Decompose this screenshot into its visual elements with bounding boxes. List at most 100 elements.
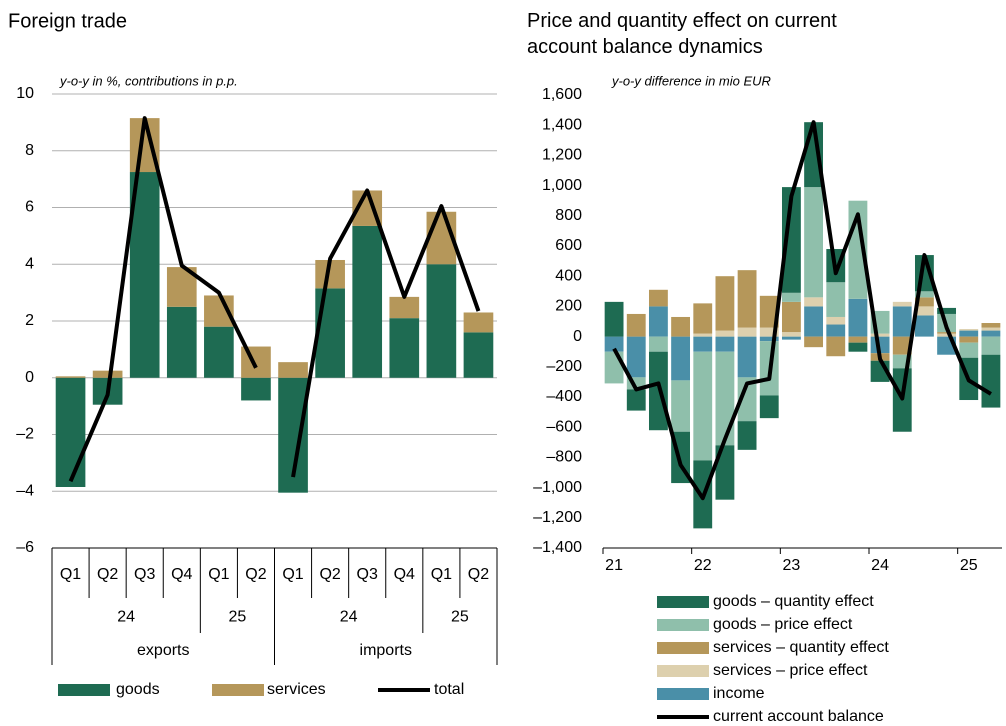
x-category-label: Q1 bbox=[208, 566, 229, 583]
y-tick-label: 6 bbox=[25, 199, 34, 216]
bar-segment bbox=[781, 336, 801, 340]
y-tick-label: –2 bbox=[16, 426, 34, 443]
legend-swatch bbox=[657, 665, 709, 677]
x-category-label: Q2 bbox=[97, 566, 118, 583]
bar-segment bbox=[781, 301, 801, 333]
bar-segment bbox=[937, 332, 957, 334]
bar-segment bbox=[92, 370, 123, 378]
x-category-label: 25 bbox=[451, 609, 469, 626]
legend-swatch bbox=[657, 596, 709, 608]
legend-swatch bbox=[657, 688, 709, 700]
y-tick-label: 1,600 bbox=[542, 86, 582, 103]
chart-title: Foreign trade bbox=[8, 10, 127, 32]
y-tick-label: –1,200 bbox=[533, 509, 582, 526]
bar-segment bbox=[737, 270, 757, 328]
bar-segment bbox=[737, 327, 757, 337]
bar-segment bbox=[759, 336, 779, 342]
bar-segment bbox=[737, 421, 757, 450]
x-tick-label: 21 bbox=[605, 557, 623, 574]
bar-segment bbox=[892, 336, 912, 355]
line bbox=[612, 120, 992, 501]
legend-label: goods – quantity effect bbox=[713, 593, 874, 610]
bar-segment bbox=[981, 330, 1001, 337]
x-category-label: Q4 bbox=[171, 566, 192, 583]
legend-label: income bbox=[713, 685, 765, 702]
legend-label: services bbox=[267, 681, 326, 698]
line bbox=[68, 116, 258, 483]
bar-segment bbox=[959, 336, 979, 343]
y-tick-label: 800 bbox=[555, 207, 582, 224]
chart-subtitle: y-o-y difference in mio EUR bbox=[611, 73, 771, 88]
bar-segment bbox=[693, 303, 713, 334]
x-category-label: 25 bbox=[229, 609, 247, 626]
x-category-label: Q1 bbox=[60, 566, 81, 583]
bar-segment bbox=[737, 336, 757, 378]
bar-segment bbox=[914, 291, 934, 298]
x-category-label: Q2 bbox=[468, 566, 489, 583]
bar-segment bbox=[804, 336, 824, 348]
legend-label: goods – price effect bbox=[713, 616, 853, 633]
bar-segment bbox=[693, 336, 713, 352]
bar-segment bbox=[892, 301, 912, 307]
x-category-label: Q4 bbox=[394, 566, 415, 583]
legend-swatch bbox=[212, 684, 264, 696]
legend-label: current account balance bbox=[713, 708, 884, 725]
x-tick-label: 22 bbox=[694, 557, 712, 574]
bar-segment bbox=[804, 306, 824, 337]
y-tick-label: –1,400 bbox=[533, 539, 582, 556]
y-tick-label: 0 bbox=[573, 328, 582, 345]
y-tick-label: 8 bbox=[25, 142, 34, 159]
bar-segment bbox=[959, 329, 979, 331]
bar-segment bbox=[804, 187, 824, 298]
chart-title: Price and quantity effect on current acco… bbox=[527, 10, 837, 58]
y-tick-label: 1,200 bbox=[542, 147, 582, 164]
bar-segment bbox=[241, 377, 271, 401]
x-category-label: imports bbox=[360, 642, 412, 659]
chart-subtitle: y-o-y in %, contributions in p.p. bbox=[59, 73, 238, 88]
x-category-label: Q1 bbox=[282, 566, 303, 583]
bar-segment bbox=[914, 297, 934, 307]
bar-segment bbox=[937, 333, 957, 337]
x-category-label: Q1 bbox=[431, 566, 452, 583]
x-category-label: 24 bbox=[117, 609, 135, 626]
line bbox=[291, 188, 481, 478]
bar-segment bbox=[315, 288, 345, 378]
bar-segment bbox=[981, 327, 1001, 331]
y-tick-label: –4 bbox=[16, 482, 34, 499]
bar-segment bbox=[626, 389, 646, 411]
bar-segment bbox=[870, 333, 890, 337]
bar-segment bbox=[759, 327, 779, 337]
bar-segment bbox=[959, 330, 979, 337]
bar-segment bbox=[981, 336, 1001, 355]
bar-segment bbox=[648, 289, 668, 307]
bar-segment bbox=[715, 276, 735, 331]
title-line: account balance dynamics bbox=[527, 36, 763, 58]
bar-segment bbox=[352, 225, 383, 378]
x-tick-label: 25 bbox=[960, 557, 978, 574]
y-tick-label: 0 bbox=[25, 369, 34, 386]
y-tick-label: 600 bbox=[555, 237, 582, 254]
bar-segment bbox=[826, 336, 846, 357]
y-tick-label: –600 bbox=[546, 418, 582, 435]
bar-segment bbox=[604, 336, 624, 352]
y-tick-label: –200 bbox=[546, 358, 582, 375]
x-category-label: Q3 bbox=[134, 566, 155, 583]
x-category-label: Q3 bbox=[357, 566, 378, 583]
bar-segment bbox=[204, 326, 234, 378]
bar-segment bbox=[959, 342, 979, 358]
y-tick-label: 10 bbox=[16, 85, 34, 102]
bar-segment bbox=[389, 318, 420, 378]
x-category-label: Q2 bbox=[245, 566, 266, 583]
bar-segment bbox=[781, 332, 801, 337]
y-tick-label: 2 bbox=[25, 312, 34, 329]
bar-segment bbox=[892, 306, 912, 337]
bar-segment bbox=[715, 351, 735, 446]
y-tick-label: 4 bbox=[25, 255, 34, 272]
bar-segment bbox=[604, 301, 624, 337]
legend-label: services – price effect bbox=[713, 662, 868, 679]
bar-segment bbox=[781, 292, 801, 302]
y-tick-label: –6 bbox=[16, 539, 34, 556]
bar-segment bbox=[804, 297, 824, 307]
bar-segment bbox=[715, 336, 735, 352]
